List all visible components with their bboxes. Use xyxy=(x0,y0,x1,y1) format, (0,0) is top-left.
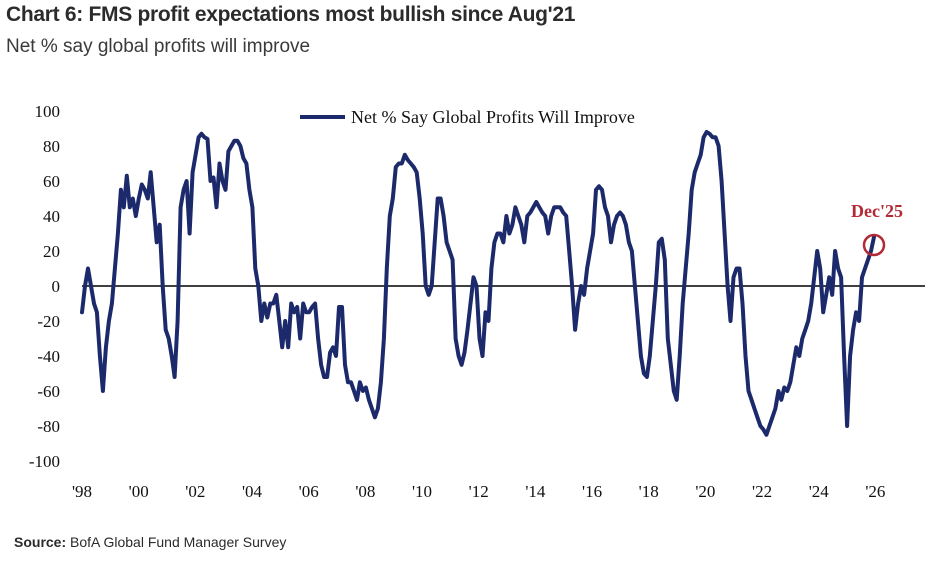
page-title: Chart 6: FMS profit expectations most bu… xyxy=(6,3,576,26)
y-axis-ticks: 100 80 60 40 20 0 -20 -40 -60 -80 -100 xyxy=(29,102,60,471)
x-tick-label: '26 xyxy=(865,482,885,501)
y-tick-label: 0 xyxy=(52,277,61,296)
legend-label: Net % Say Global Profits Will Improve xyxy=(351,107,635,127)
series-line xyxy=(80,130,876,437)
source-note: Source: BofA Global Fund Manager Survey xyxy=(14,534,286,550)
x-tick-label: '08 xyxy=(355,482,375,501)
y-tick-label: 80 xyxy=(43,137,60,156)
y-tick-label: -100 xyxy=(29,452,60,471)
x-axis-ticks: '98 '00 '02 '04 '06 '08 '10 '12 '14 '16 '18 '20 '22 '… xyxy=(72,482,885,501)
annotation-label: Dec'25 xyxy=(851,201,903,221)
x-tick-label: '14 xyxy=(525,482,546,501)
x-tick-label: '18 xyxy=(639,482,659,501)
y-tick-label: 100 xyxy=(35,102,61,121)
y-tick-label: 60 xyxy=(43,172,60,191)
annotation-circle xyxy=(862,233,886,257)
source-label: Source: xyxy=(14,534,67,550)
y-tick-label: -20 xyxy=(37,312,60,331)
x-tick-label: '20 xyxy=(695,482,715,501)
y-tick-label: 40 xyxy=(43,207,60,226)
legend: Net % Say Global Profits Will Improve xyxy=(300,107,635,127)
x-tick-label: '24 xyxy=(809,482,830,501)
x-tick-label: '12 xyxy=(469,482,489,501)
y-tick-label: -80 xyxy=(37,417,60,436)
x-tick-label: '10 xyxy=(412,482,432,501)
x-tick-label: '98 xyxy=(72,482,92,501)
x-tick-label: '16 xyxy=(582,482,602,501)
y-tick-label: 20 xyxy=(43,242,60,261)
y-tick-label: -40 xyxy=(37,347,60,366)
x-tick-label: '06 xyxy=(299,482,319,501)
y-tick-label: -60 xyxy=(37,382,60,401)
x-tick-label: '04 xyxy=(242,482,263,501)
x-tick-label: '22 xyxy=(752,482,772,501)
page-subtitle: Net % say global profits will improve xyxy=(6,36,311,57)
x-tick-label: '02 xyxy=(185,482,205,501)
source-text: BofA Global Fund Manager Survey xyxy=(70,534,287,550)
x-tick-label: '00 xyxy=(129,482,149,501)
